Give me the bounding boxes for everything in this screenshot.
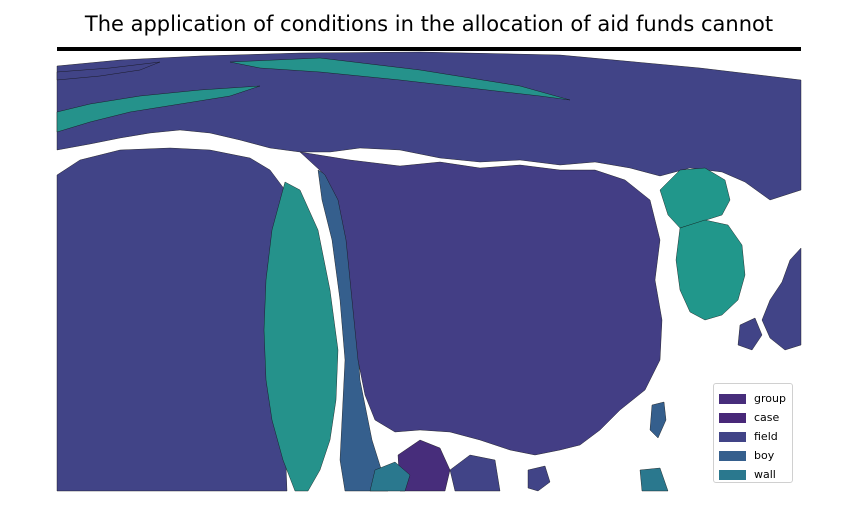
legend-swatch-case [719,412,746,423]
legend-swatch-field [719,431,746,442]
legend-item: group [719,389,792,408]
legend-label: wall [754,468,776,481]
region-western-landmass [56,147,288,492]
region-china [299,151,663,456]
legend-label: boy [754,449,775,462]
region-vietnam-field [449,454,501,492]
region-korea-north [659,167,731,229]
region-arctic-island-1 [56,61,161,81]
region-japan [761,247,802,351]
region-arctic-teal-strip [56,85,261,133]
region-laos-wall [369,461,411,492]
legend-swatch-wall [719,469,746,480]
region-teal-peninsula [263,181,339,492]
legend-label: case [754,411,780,424]
legend-swatch-group [719,393,746,404]
legend-item: boy [719,446,792,465]
legend-label: group [754,392,786,405]
legend-label: field [754,430,778,443]
region-korea-south [675,219,746,321]
region-philippines [639,467,669,492]
legend-item: field [719,427,792,446]
region-hainan [527,465,551,492]
region-japan-kyushu [737,317,763,351]
region-taiwan [649,401,667,439]
legend-swatch-boy [719,450,746,461]
region-arctic-island-2 [229,57,571,101]
legend-item: case [719,408,792,427]
map-title: The application of conditions in the all… [84,12,774,36]
legend-item: wall [719,465,792,484]
map-legend: group case field boy wall [713,383,793,483]
